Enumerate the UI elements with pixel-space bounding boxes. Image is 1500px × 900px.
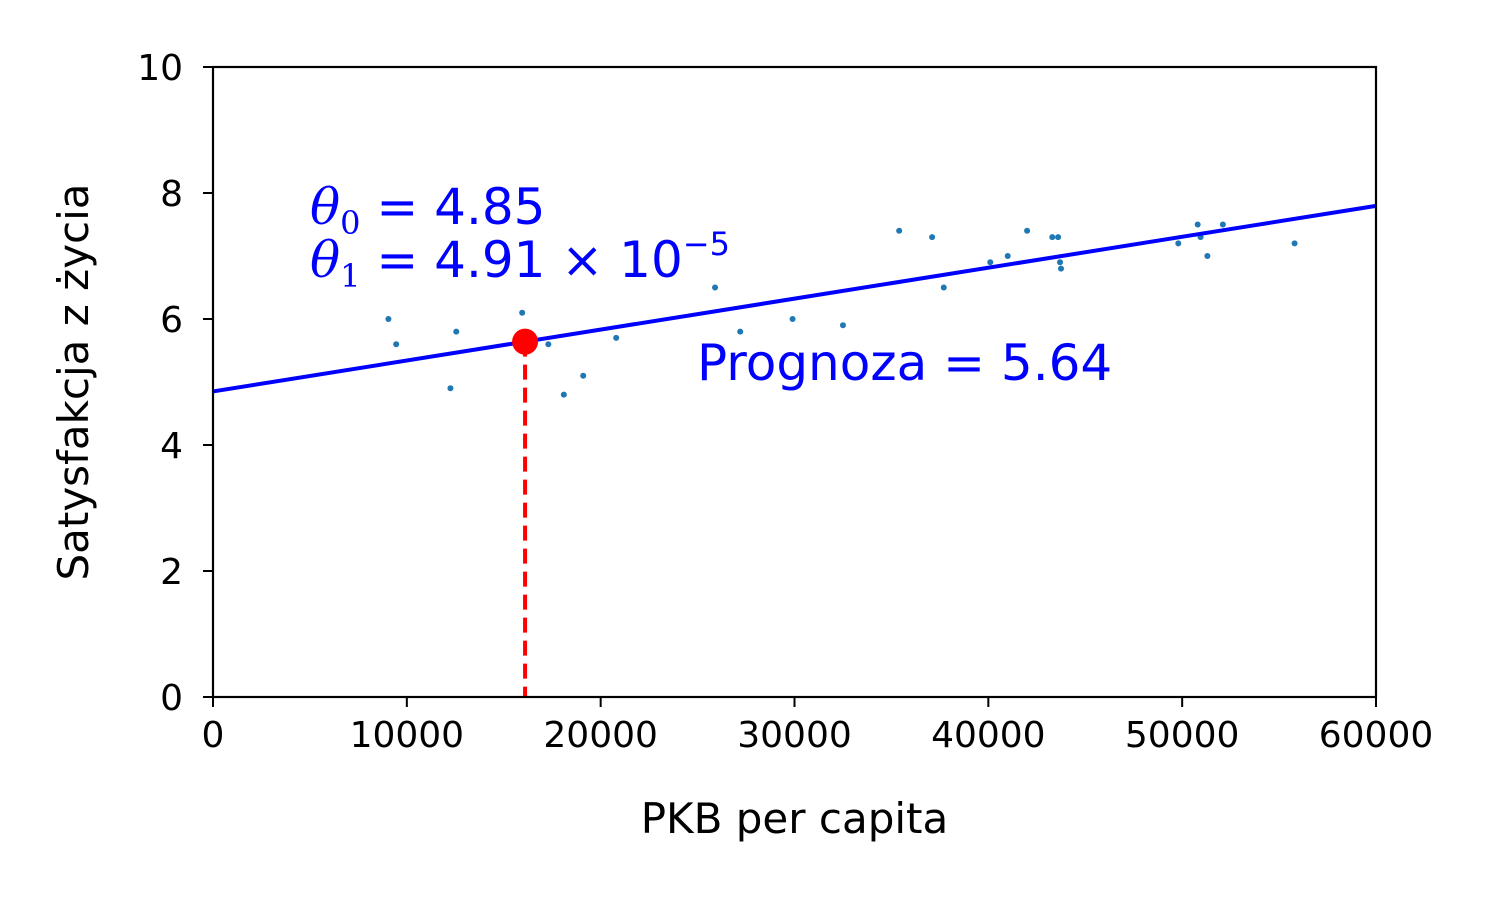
data-point bbox=[580, 372, 587, 379]
data-point bbox=[1058, 265, 1065, 272]
theta0-subscript: 0 bbox=[340, 204, 360, 242]
data-point bbox=[929, 234, 936, 241]
theta1-symbol: θ bbox=[310, 231, 340, 289]
data-point bbox=[1024, 227, 1031, 234]
x-tick-label: 10000 bbox=[350, 715, 465, 756]
data-point bbox=[519, 309, 526, 316]
regression-line-group bbox=[212, 203, 1377, 394]
prediction-group bbox=[512, 328, 539, 697]
y-axis-label: Satysfakcja z życia bbox=[49, 183, 98, 580]
theta0-symbol: θ bbox=[310, 178, 340, 236]
y-tick-label: 2 bbox=[160, 552, 183, 593]
y-tick-label: 4 bbox=[160, 426, 183, 467]
regression-line bbox=[212, 203, 1377, 394]
x-tick-label: 30000 bbox=[737, 715, 852, 756]
y-tick-label: 8 bbox=[160, 174, 183, 215]
theta0-value: = 4.85 bbox=[360, 178, 545, 236]
y-tick-label: 10 bbox=[137, 48, 183, 89]
data-point bbox=[1055, 234, 1062, 241]
x-axis-ticks: 0 10000 20000 30000 40000 50000 60000 bbox=[202, 697, 1434, 756]
data-point bbox=[393, 341, 400, 348]
x-tick-label: 20000 bbox=[543, 715, 658, 756]
data-point bbox=[560, 391, 567, 398]
data-point bbox=[896, 227, 903, 234]
data-point bbox=[839, 322, 846, 329]
data-point bbox=[385, 316, 392, 322]
theta1-exponent: −5 bbox=[683, 225, 730, 263]
theta0-annotation: θ0 = 4.85 bbox=[310, 178, 545, 242]
x-tick-label: 0 bbox=[202, 715, 225, 756]
x-axis-label: PKB per capita bbox=[641, 794, 949, 843]
data-point bbox=[1194, 221, 1201, 228]
theta1-subscript: 1 bbox=[340, 257, 360, 295]
data-point bbox=[1204, 253, 1211, 259]
y-tick-label: 6 bbox=[160, 300, 183, 341]
data-point bbox=[1175, 240, 1182, 247]
data-point bbox=[1291, 240, 1298, 247]
theta1-annotation: θ1 = 4.91 × 10−5 bbox=[310, 225, 730, 295]
y-tick-label: 0 bbox=[160, 678, 183, 719]
data-point bbox=[1057, 259, 1064, 266]
data-point bbox=[545, 341, 552, 348]
theta1-value: = 4.91 × 10 bbox=[360, 231, 682, 289]
data-point bbox=[1219, 221, 1226, 228]
x-tick-label: 60000 bbox=[1319, 715, 1434, 756]
data-point bbox=[712, 284, 719, 291]
data-point bbox=[447, 385, 454, 392]
prediction-label: Prognoza = 5.64 bbox=[697, 334, 1112, 392]
data-point bbox=[1004, 253, 1011, 259]
prediction-point bbox=[512, 328, 539, 355]
x-tick-label: 50000 bbox=[1125, 715, 1240, 756]
data-point bbox=[737, 328, 744, 335]
data-points bbox=[385, 221, 1298, 398]
data-point bbox=[987, 259, 994, 266]
x-tick-label: 40000 bbox=[931, 715, 1046, 756]
data-point bbox=[613, 334, 620, 341]
data-point bbox=[789, 316, 796, 322]
data-point bbox=[453, 328, 460, 335]
data-point bbox=[940, 284, 947, 291]
data-point bbox=[1049, 234, 1056, 241]
y-axis-ticks: 0 2 4 6 8 10 bbox=[137, 48, 213, 719]
